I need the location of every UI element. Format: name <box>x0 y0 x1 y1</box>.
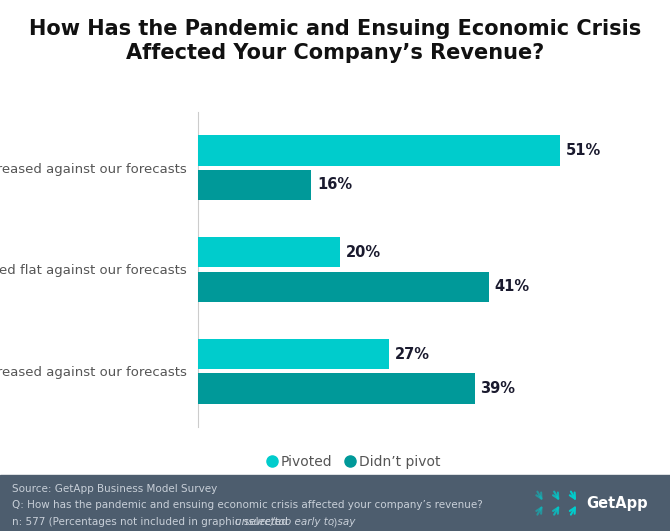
Legend: Pivoted, Didn’t pivot: Pivoted, Didn’t pivot <box>268 456 440 469</box>
Text: 39%: 39% <box>480 381 515 396</box>
Text: How Has the Pandemic and Ensuing Economic Crisis
Affected Your Company’s Revenue: How Has the Pandemic and Ensuing Economi… <box>29 19 641 63</box>
Text: 27%: 27% <box>395 347 430 362</box>
Bar <box>198 271 489 302</box>
Text: .): .) <box>331 517 338 527</box>
Text: Source: GetApp Business Model Survey: Source: GetApp Business Model Survey <box>12 484 217 494</box>
Text: unsure/too early to say: unsure/too early to say <box>234 517 355 527</box>
Text: n: 577 (Percentages not included in graphic selected: n: 577 (Percentages not included in grap… <box>12 517 291 527</box>
Text: 20%: 20% <box>346 245 381 260</box>
Bar <box>198 169 312 200</box>
Bar <box>198 339 389 370</box>
Text: 41%: 41% <box>494 279 530 294</box>
Bar <box>198 373 475 404</box>
Text: 16%: 16% <box>317 177 352 192</box>
Text: 51%: 51% <box>565 143 601 158</box>
Bar <box>198 237 340 268</box>
Bar <box>198 135 560 166</box>
Text: GetApp: GetApp <box>586 495 648 511</box>
Text: Q: How has the pandemic and ensuing economic crisis affected your company’s reve: Q: How has the pandemic and ensuing econ… <box>12 500 483 510</box>
